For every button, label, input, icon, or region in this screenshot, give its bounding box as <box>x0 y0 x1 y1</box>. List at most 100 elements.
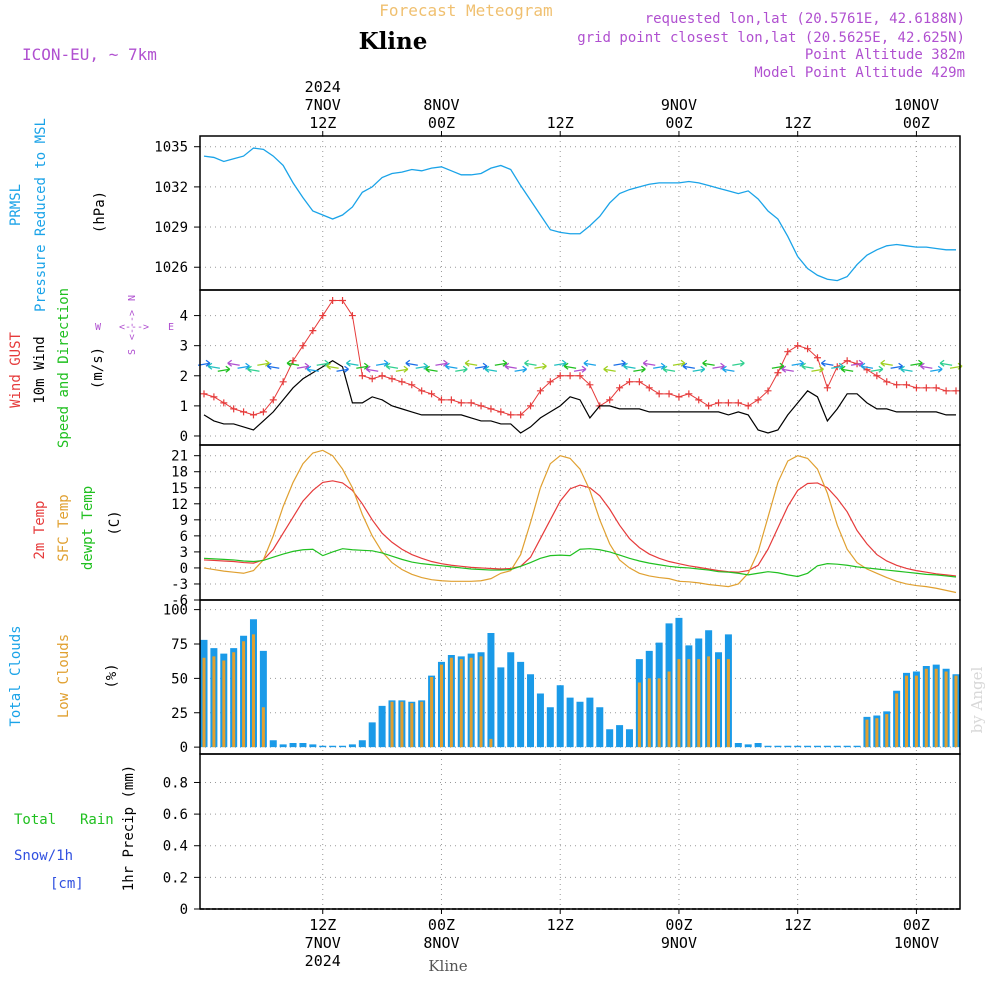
gust-point <box>378 372 386 380</box>
low-cloud-bar <box>865 719 869 748</box>
low-cloud-bar <box>637 682 641 748</box>
total-cloud-bar <box>309 744 317 748</box>
low-cloud-bar <box>202 657 206 748</box>
total-cloud-bar <box>813 745 821 748</box>
snow-unit-label: [cm] <box>50 876 84 892</box>
y-tick-label: 1026 <box>154 260 188 276</box>
wind-compass: N W <---> E S <---> <box>95 295 174 355</box>
temp-sfc-label: SFC Temp <box>56 494 72 561</box>
low-cloud-bar <box>232 652 236 748</box>
total-cloud-bar <box>269 740 277 748</box>
total-cloud-bar <box>279 744 287 748</box>
wind-speed-dir-label: Speed and Direction <box>56 288 72 448</box>
gust-point <box>497 408 505 416</box>
temp-dewpt-label: dewpt Temp <box>80 486 96 570</box>
total-cloud-bar <box>774 745 782 748</box>
total-cloud-bar <box>794 745 802 748</box>
low-cloud-bar <box>242 641 246 748</box>
temp-2m-label: 2m Temp <box>32 500 48 559</box>
wind-direction-arrow <box>840 365 854 373</box>
pressure-msl-label: Pressure Reduced to MSL <box>33 118 49 312</box>
gust-point <box>566 372 574 380</box>
point-altitude: Point Altitude 382m <box>805 47 965 63</box>
gust-point <box>339 297 347 305</box>
top-time-label: 12Z <box>309 114 336 132</box>
wind-direction-arrow <box>583 359 597 367</box>
total-rain-label-total: Total <box>14 812 56 828</box>
dewpt-line <box>203 548 957 578</box>
bottom-time-label: 12Z <box>784 916 811 934</box>
wind-direction-arrow <box>633 365 646 373</box>
low-cloud-bar <box>924 668 928 748</box>
gust-point <box>467 399 475 407</box>
compass-east: E <box>168 322 174 333</box>
gust-point <box>922 384 930 392</box>
gust-point <box>230 405 238 413</box>
gust-point <box>447 396 455 404</box>
wind-direction-arrow <box>702 359 715 367</box>
snow-label: Snow/1h <box>14 848 73 864</box>
model-altitude: Model Point Altitude 429m <box>754 65 965 81</box>
gust-point <box>348 312 356 320</box>
wind-direction-arrow <box>257 359 270 367</box>
wind-direction-arrow <box>573 365 587 373</box>
total-cloud-bar <box>556 685 564 748</box>
low-cloud-bar <box>677 659 681 748</box>
gust-point <box>477 402 485 410</box>
wind-10m-label: 10m Wind <box>32 336 48 403</box>
compass-arrow: <---> <box>119 322 149 333</box>
total-cloud-bar <box>259 650 267 748</box>
wind-direction-arrow <box>722 365 735 373</box>
wind-direction-arrow <box>860 362 874 370</box>
low-cloud-bar <box>400 701 404 748</box>
wind-direction-arrow <box>563 362 577 370</box>
wind-direction-arrow <box>811 365 824 373</box>
wind-direction-arrow <box>771 362 785 370</box>
low-cloud-bar <box>895 693 899 748</box>
wind-direction-arrow <box>504 362 517 370</box>
gust-point <box>754 396 762 404</box>
total-cloud-bar <box>804 745 812 748</box>
temp-unit: (C) <box>107 510 123 535</box>
wind-direction-arrow <box>890 362 904 370</box>
wind-direction-arrow <box>425 365 438 373</box>
gust-point <box>536 387 544 395</box>
bottom-time-label: 00Z <box>665 916 692 934</box>
wind-direction-arrow <box>346 359 359 367</box>
top-time-label: 8NOV <box>423 96 459 114</box>
bottom-time-label: 10NOV <box>894 934 939 952</box>
grid-point-coords: grid point closest lon,lat (20.5625E, 42… <box>577 30 965 46</box>
total-cloud-bar <box>853 745 861 748</box>
gust-point <box>744 402 752 410</box>
gust-point <box>507 411 515 419</box>
wind-direction-arrow <box>820 359 834 367</box>
low-cloud-bar <box>251 634 255 748</box>
total-rain-label-rain: Rain <box>80 812 114 828</box>
gust-point <box>893 381 901 389</box>
y-tick-label: 75 <box>171 637 188 653</box>
wind-gust-label: Wind GUST <box>8 332 24 408</box>
gust-point <box>794 342 802 350</box>
wind-direction-arrow <box>316 359 330 367</box>
low-cloud-bar <box>439 664 443 748</box>
clouds-unit: (%) <box>104 663 120 688</box>
wind-direction-arrow <box>791 359 805 367</box>
bottom-time-label: 8NOV <box>423 934 459 952</box>
wind-direction-arrow <box>455 365 468 373</box>
top-time-label: 7NOV <box>305 96 341 114</box>
total-cloud-bar <box>616 725 624 748</box>
total-cloud-bar <box>734 743 742 748</box>
wind-direction-arrow <box>444 362 458 370</box>
gust-point <box>724 399 732 407</box>
y-tick-label: 50 <box>171 671 188 687</box>
gust-point <box>823 384 831 392</box>
wind-direction-arrow <box>494 359 508 367</box>
bottom-time-label: 00Z <box>903 916 930 934</box>
gust-point <box>319 312 327 320</box>
y-tick-label: 2 <box>180 369 188 385</box>
gust-point <box>576 372 584 380</box>
gust-point <box>715 399 723 407</box>
total-cloud-bar <box>566 697 574 748</box>
gust-point <box>279 378 287 386</box>
y-tick-label: 1 <box>180 399 188 415</box>
